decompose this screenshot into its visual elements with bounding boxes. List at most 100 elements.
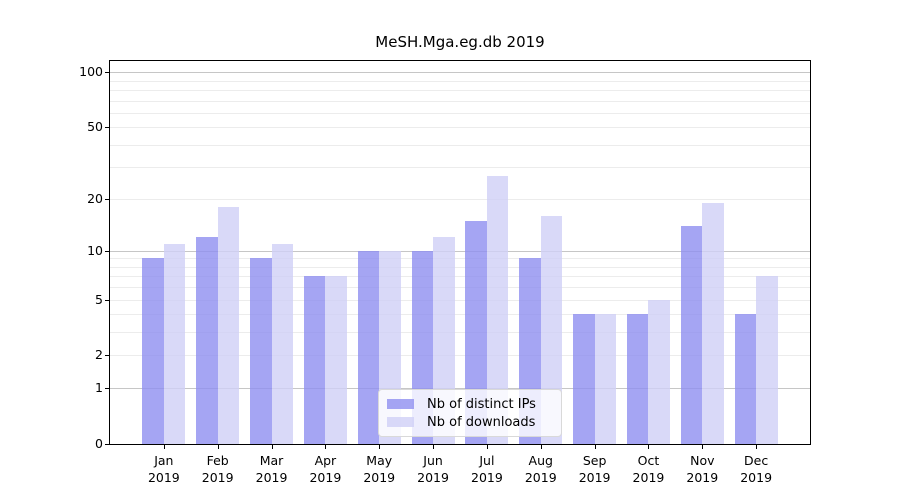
- gridline-minor-7: [110, 276, 810, 278]
- bar-downloads-nov: [702, 202, 724, 444]
- bar-downloads-sep: [594, 314, 617, 444]
- y-tick-label-0: 0: [95, 436, 103, 451]
- x-tick-label-nov: Nov 2019: [672, 452, 732, 486]
- x-tick-year: 2019: [524, 470, 557, 485]
- x-tick-apr: [325, 445, 327, 449]
- x-tick-label-feb: Feb 2019: [188, 452, 248, 486]
- y-tick-label-10: 10: [87, 242, 103, 258]
- x-tick-mar: [271, 445, 273, 449]
- x-tick-may: [379, 445, 381, 449]
- x-tick-label-dec: Dec 2019: [726, 452, 786, 486]
- gridline-minor-9: [110, 258, 810, 260]
- gridline-minor-30: [110, 167, 810, 169]
- gridline-major-10: [110, 250, 810, 252]
- bar-distinct-ips-jan: [142, 258, 164, 444]
- legend-label-downloads: Nb of downloads: [427, 414, 536, 430]
- x-tick-month: Jun: [423, 453, 443, 468]
- x-tick-nov: [702, 445, 704, 449]
- bar-downloads-apr: [325, 276, 347, 444]
- x-tick-month: Oct: [637, 453, 660, 468]
- chart-title: MeSH.Mga.eg.db 2019: [375, 33, 545, 51]
- y-tick-label-100: 100: [79, 64, 103, 80]
- legend-swatch-downloads: [387, 417, 414, 427]
- legend-swatch-distinct-ips: [387, 399, 414, 409]
- x-tick-oct: [648, 445, 650, 449]
- x-tick-month: Mar: [259, 453, 284, 468]
- x-tick-year: 2019: [147, 470, 180, 485]
- gridline-minor-80: [110, 89, 810, 91]
- x-tick-jun: [433, 445, 435, 449]
- x-tick-year: 2019: [471, 470, 503, 485]
- x-tick-label-jun: Jun 2019: [403, 452, 463, 486]
- x-tick-dec: [756, 445, 758, 449]
- bar-downloads-aug: [540, 215, 563, 444]
- y-tick-label-1: 1: [95, 380, 103, 396]
- gridline-minor-20: [110, 198, 810, 200]
- x-tick-label-jan: Jan 2019: [134, 452, 194, 486]
- x-tick-year: 2019: [740, 470, 773, 485]
- y-tick-1: [105, 388, 109, 390]
- x-tick-year: 2019: [686, 470, 719, 485]
- bar-distinct-ips-mar: [250, 258, 272, 444]
- x-tick-label-aug: Aug 2019: [511, 452, 571, 486]
- x-tick-year: 2019: [578, 470, 611, 485]
- bar-distinct-ips-sep: [573, 314, 595, 444]
- bar-distinct-ips-dec: [734, 314, 757, 444]
- x-tick-label-jul: Jul 2019: [457, 452, 517, 486]
- y-tick-label-2: 2: [95, 347, 103, 363]
- y-tick-label-20: 20: [87, 190, 103, 206]
- x-tick-month: Feb: [206, 453, 229, 468]
- bar-distinct-ips-apr: [303, 276, 326, 444]
- x-tick-year: 2019: [309, 470, 342, 485]
- bar-downloads-jan: [163, 243, 186, 444]
- x-tick-month: Jan: [154, 453, 174, 468]
- x-tick-year: 2019: [201, 470, 234, 485]
- x-tick-month: Sep: [582, 453, 607, 468]
- x-tick-month: Nov: [690, 453, 715, 468]
- x-tick-label-oct: Oct 2019: [618, 452, 678, 486]
- y-tick-label-5: 5: [95, 291, 103, 307]
- x-tick-aug: [540, 445, 542, 449]
- y-tick-10: [105, 250, 109, 252]
- gridline-minor-60: [110, 112, 810, 114]
- y-tick-5: [105, 299, 109, 301]
- gridline-minor-90: [110, 80, 810, 82]
- x-tick-year: 2019: [363, 470, 396, 485]
- bar-distinct-ips-feb: [196, 237, 218, 444]
- bar-downloads-oct: [648, 299, 670, 444]
- x-tick-year: 2019: [255, 470, 288, 485]
- x-tick-year: 2019: [417, 470, 449, 485]
- gridline-minor-40: [110, 144, 810, 146]
- x-tick-month: Aug: [528, 453, 553, 468]
- y-tick-label-50: 50: [87, 119, 103, 135]
- y-tick-2: [105, 355, 109, 357]
- gridline-minor-50: [110, 127, 810, 129]
- legend-label-distinct-ips: Nb of distinct IPs: [427, 396, 536, 412]
- bar-downloads-mar: [271, 243, 294, 444]
- x-tick-month: Jul: [479, 453, 495, 468]
- gridline-minor-6: [110, 287, 810, 289]
- bar-downloads-jul: [486, 175, 509, 444]
- x-tick-month: Dec: [744, 453, 769, 468]
- legend: Nb of distinct IPs Nb of downloads: [378, 389, 562, 437]
- x-tick-sep: [594, 445, 596, 449]
- bar-downloads-feb: [217, 206, 240, 444]
- x-tick-month: May: [366, 453, 393, 468]
- bar-distinct-ips-jul: [465, 220, 487, 444]
- x-tick-jul: [486, 445, 488, 449]
- x-tick-label-mar: Mar 2019: [242, 452, 302, 486]
- gridline-minor-70: [110, 100, 810, 102]
- plot-area: [110, 61, 810, 444]
- gridline-minor-4: [110, 314, 810, 316]
- x-tick-label-apr: Apr 2019: [295, 452, 355, 486]
- x-tick-label-sep: Sep 2019: [565, 452, 625, 486]
- x-tick-jan: [163, 445, 165, 449]
- gridline-major-100: [110, 72, 810, 74]
- x-tick-month: Apr: [314, 453, 337, 468]
- x-tick-label-may: May 2019: [349, 452, 409, 486]
- legend-item-distinct-ips: Nb of distinct IPs: [387, 395, 553, 413]
- gridline-minor-2: [110, 355, 810, 357]
- bar-distinct-ips-nov: [680, 225, 703, 444]
- x-tick-feb: [217, 445, 219, 449]
